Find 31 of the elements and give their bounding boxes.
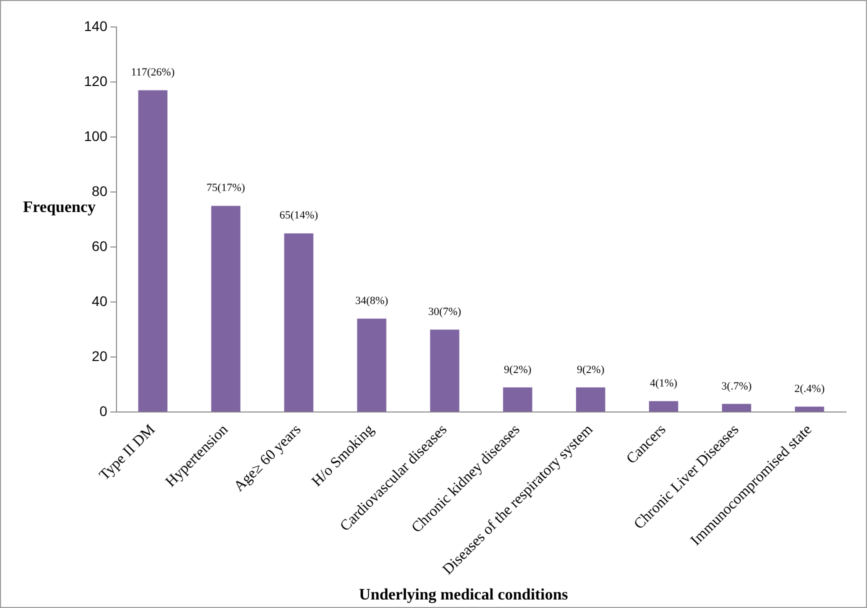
y-tick-label: 60 — [92, 238, 108, 254]
bar — [794, 406, 824, 412]
data-label: 2(.4%) — [794, 383, 825, 396]
bar — [430, 330, 460, 412]
y-tick-label: 0 — [100, 403, 108, 420]
y-tick-label: 120 — [84, 72, 108, 89]
x-axis-title: Underlying medical conditions — [359, 586, 568, 604]
bar — [648, 401, 678, 412]
y-tick-label: 40 — [92, 292, 108, 309]
data-label: 9(2%) — [576, 364, 605, 376]
data-label: 9(2%) — [504, 364, 532, 376]
data-label: 3(.7%) — [721, 380, 752, 392]
y-tick-label: 80 — [92, 182, 108, 199]
data-label: 75(17%) — [206, 182, 246, 194]
data-label: 65(14%) — [280, 210, 318, 222]
bar — [357, 318, 386, 412]
bar — [138, 90, 168, 412]
data-label: 4(1%) — [650, 378, 678, 390]
bar — [722, 404, 752, 412]
y-axis-title: Frequency — [23, 199, 96, 217]
y-tick-label: 100 — [84, 128, 108, 144]
data-label: 30(7%) — [428, 306, 462, 318]
data-label: 34(8%) — [355, 295, 389, 308]
y-tick-label: 20 — [92, 348, 108, 364]
bar — [284, 233, 314, 412]
bar — [211, 206, 240, 412]
y-tick-label: 140 — [84, 18, 108, 34]
bar — [576, 387, 606, 412]
bar — [503, 387, 532, 412]
x-tick-label: Type II DM — [96, 422, 158, 484]
data-label: 117(26%) — [131, 66, 175, 79]
